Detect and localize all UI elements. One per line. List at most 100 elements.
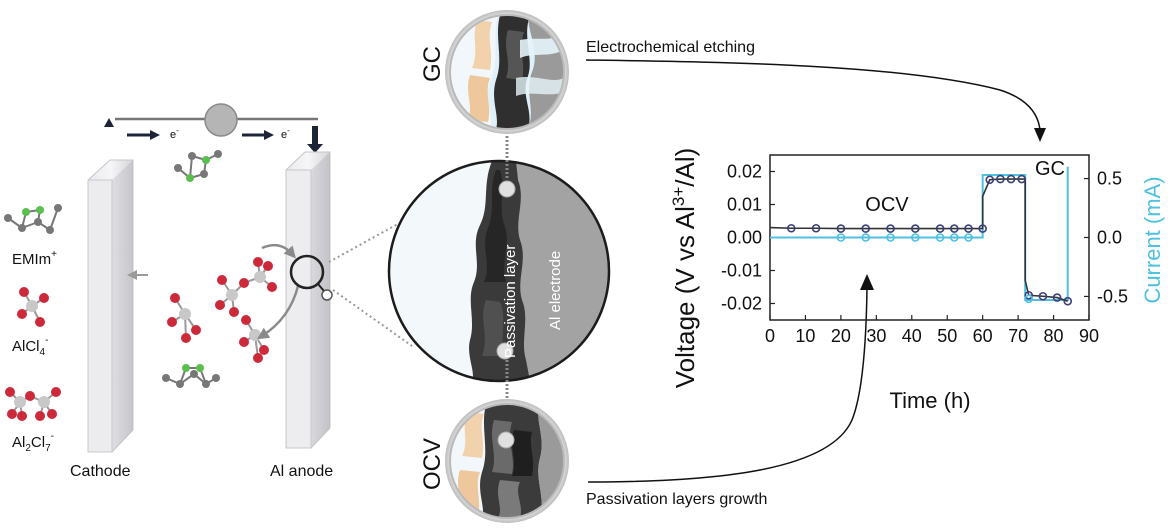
x-tick-label: 90: [1079, 326, 1099, 346]
electron-flow-arrow-1: [127, 130, 160, 140]
anode-label: Al anode: [270, 463, 333, 480]
gc-label: GC: [419, 46, 446, 82]
electron-flow-arrow-2: [242, 130, 274, 140]
x-axis-ticks: 0 10 20 30 40 50 60 70 80 90: [765, 315, 1099, 346]
x-tick-label: 40: [902, 326, 922, 346]
passivation-layer-label: Passivation layer: [502, 245, 519, 358]
voltage-point: [1038, 291, 1048, 301]
y-left-tick-label: 0.02: [727, 162, 762, 182]
ion-arrow-out: [256, 285, 300, 340]
voltage-point: [1017, 174, 1026, 184]
y-right-tick-label: 0.0: [1097, 228, 1122, 248]
load-symbol: [204, 103, 238, 137]
emim-molecule-2: [162, 364, 220, 388]
growth-arrow: [587, 287, 868, 483]
voltage-point: [996, 174, 1005, 184]
electron-label-2: e-: [281, 126, 290, 141]
annotation-gc: GC: [1035, 158, 1065, 180]
voltage-point: [811, 223, 821, 233]
legend-alcl4-icon: [17, 287, 49, 327]
x-tick-label: 50: [937, 326, 957, 346]
annotation-ocv: OCV: [865, 194, 909, 216]
voltage-point: [886, 224, 895, 233]
current-point: [861, 233, 871, 242]
etching-arrow-head: [1034, 128, 1046, 142]
current-series: [770, 166, 1069, 301]
interface-circle: Passivation layer Al electrode: [387, 159, 611, 383]
voltage-point: [985, 175, 995, 185]
voltage-markers: [786, 174, 1073, 306]
voltage-point: [935, 224, 945, 233]
x-tick-label: 30: [866, 326, 886, 346]
current-point: [911, 233, 920, 242]
battery-schematic: e- e-: [4, 103, 333, 480]
current-point: [1024, 294, 1034, 304]
legend-al2cl7-label: Al2Cl7-: [12, 431, 54, 454]
voltage-point: [964, 224, 973, 233]
anode-plate: [285, 151, 331, 449]
voltage-point: [1024, 290, 1034, 300]
x-tick-label: 20: [831, 326, 851, 346]
current-point: [950, 233, 959, 242]
legend-al2cl7-icon: [5, 387, 61, 421]
x-tick-label: 70: [1008, 326, 1028, 346]
al2cl7-molecule-1: [215, 257, 277, 317]
ocv-inset-circle: [445, 399, 569, 523]
etching-arrow: [585, 59, 1041, 131]
y-left-axis-label: Voltage (V vs Al3+/Al): [669, 148, 700, 389]
zoom-line-bottom: [332, 289, 413, 347]
x-tick-label: 60: [973, 326, 993, 346]
growth-label: Passivation layers growth: [586, 491, 767, 508]
y-right-tick-label: 0.5: [1097, 169, 1122, 189]
gc-inset-circle: [445, 10, 569, 134]
chart-annotations: OCV GC: [865, 158, 1065, 216]
growth-arrow-head: [860, 274, 874, 290]
voltage-point: [836, 224, 846, 233]
up-arrow-icon: [104, 118, 114, 127]
voltage-point: [1006, 174, 1016, 184]
voltage-point: [1063, 296, 1073, 306]
legend-alcl4-label: AlCl4-: [12, 335, 48, 358]
voltage-current-chart: 0 10 20 30 40 50 60 70 80 90 0.02 0.01 0.00 -0.01 -0.…: [669, 148, 1165, 413]
alcl4-molecule-1: [167, 293, 201, 343]
x-tick-label: 10: [795, 326, 815, 346]
y-left-tick-label: 0.00: [727, 228, 762, 248]
ocv-label: OCV: [419, 438, 446, 490]
current-point: [964, 233, 973, 242]
voltage-point: [1052, 293, 1062, 302]
al-electrode-label: Al electrode: [547, 251, 564, 330]
down-arrow-icon: [307, 126, 323, 153]
voltage-line: [769, 178, 1068, 302]
cathode-plate: [87, 159, 134, 453]
voltage-point: [861, 224, 871, 233]
alcl4-molecule-2: [239, 315, 269, 363]
current-point: [836, 233, 846, 242]
y-left-tick-label: -0.02: [721, 294, 762, 314]
magnifier-icon: [289, 254, 333, 301]
y-right-axis-label: Current (mA): [1140, 176, 1165, 303]
electron-label-1: e-: [170, 126, 179, 141]
legend-emim-icon: [4, 204, 62, 234]
voltage-series: [769, 178, 1068, 302]
x-axis-label: Time (h): [889, 388, 970, 413]
ion-arrow-in: [261, 243, 296, 259]
etching-label: Electrochemical etching: [586, 39, 755, 56]
current-line: [770, 166, 1069, 301]
current-point: [935, 233, 945, 242]
x-tick-label: 0: [765, 326, 775, 346]
y-left-axis-ticks: 0.02 0.01 0.00 -0.01 -0.02: [721, 162, 775, 314]
emim-molecule-1: [174, 150, 222, 182]
cathode-label: Cathode: [70, 463, 131, 480]
y-left-tick-label: 0.01: [727, 195, 762, 215]
legend-emim-label: EMIm+: [12, 249, 57, 268]
voltage-point: [978, 224, 987, 233]
x-tick-label: 80: [1044, 326, 1064, 346]
voltage-point: [911, 224, 920, 233]
voltage-point: [950, 224, 959, 233]
y-right-tick-label: -0.5: [1097, 286, 1128, 306]
y-left-tick-label: -0.01: [721, 261, 762, 281]
magnified-interface: Passivation layer Al electrode: [328, 10, 1046, 523]
current-markers: [836, 233, 1034, 304]
voltage-point: [786, 223, 796, 233]
